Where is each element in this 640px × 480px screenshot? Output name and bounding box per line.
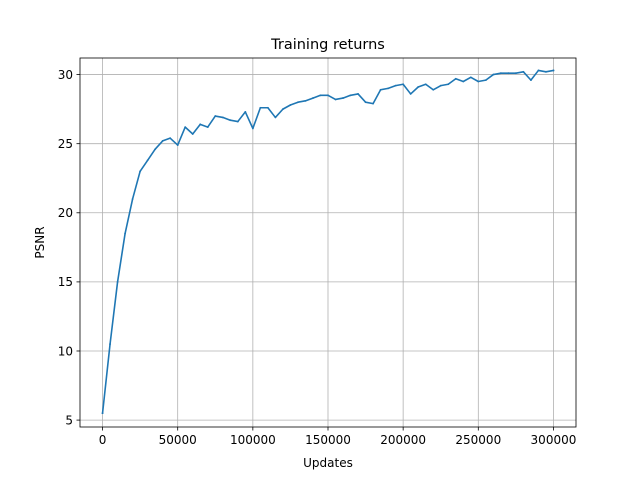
- data-point: [304, 99, 307, 102]
- data-point: [357, 93, 359, 95]
- data-point: [379, 88, 382, 91]
- data-point: [334, 98, 337, 101]
- data-point: [530, 79, 532, 82]
- data-point: [402, 83, 405, 86]
- data-point: [191, 133, 194, 135]
- data-point: [116, 280, 119, 283]
- data-point: [312, 97, 314, 99]
- x-tick-label: 150000: [305, 433, 351, 447]
- data-point: [251, 127, 254, 130]
- data-point: [484, 79, 487, 82]
- y-tick-label: 25: [58, 137, 73, 151]
- data-point: [297, 101, 299, 104]
- y-tick-label: 15: [58, 275, 73, 289]
- x-tick-label: 50000: [159, 433, 197, 447]
- x-axis-title: Updates: [303, 456, 353, 470]
- data-point: [124, 232, 126, 235]
- data-point: [364, 101, 367, 104]
- data-point: [424, 83, 427, 86]
- data-point: [236, 120, 239, 123]
- data-point: [101, 412, 104, 415]
- data-point: [514, 72, 517, 75]
- data-point: [206, 126, 209, 129]
- data-point: [417, 86, 420, 88]
- data-point: [244, 110, 247, 113]
- data-point: [274, 116, 277, 119]
- data-point: [229, 119, 232, 122]
- data-point: [349, 94, 352, 97]
- data-point: [409, 93, 412, 95]
- y-tick-label: 10: [58, 344, 73, 358]
- data-point: [447, 83, 450, 86]
- x-tick-label: 200000: [380, 433, 426, 447]
- x-tick-label: 250000: [455, 433, 501, 447]
- data-point: [507, 72, 510, 75]
- data-point: [469, 76, 472, 79]
- data-point: [522, 70, 525, 73]
- y-tick-label: 20: [58, 206, 73, 220]
- data-point: [146, 159, 149, 162]
- data-point: [289, 104, 292, 106]
- data-point: [214, 115, 217, 117]
- data-point: [499, 72, 502, 75]
- data-point: [342, 97, 344, 99]
- data-point: [327, 94, 329, 97]
- data-point: [154, 148, 157, 151]
- axis-ticks: 0 50000 100000 150000 200000 250000 300000 5 10 1…: [58, 68, 577, 447]
- data-point: [131, 198, 134, 200]
- data-point: [545, 70, 547, 73]
- data-point: [221, 116, 224, 119]
- x-tick-label: 0: [99, 433, 107, 447]
- x-tick-label: 300000: [531, 433, 577, 447]
- data-point: [372, 102, 374, 105]
- series-layer: [101, 69, 555, 415]
- data-point: [259, 106, 262, 109]
- data-point: [477, 80, 480, 83]
- data-point: [537, 69, 540, 72]
- data-point: [432, 88, 435, 91]
- data-point: [462, 80, 465, 83]
- data-point: [439, 84, 442, 87]
- chart-title: Training returns: [270, 37, 385, 53]
- grid: [80, 58, 576, 427]
- data-point: [282, 108, 284, 111]
- y-tick-label: 30: [58, 68, 73, 82]
- data-point: [169, 137, 172, 140]
- data-point: [176, 144, 179, 146]
- data-point: [319, 94, 322, 97]
- data-point: [139, 170, 142, 173]
- y-tick-label: 5: [65, 413, 73, 427]
- x-tick-label: 100000: [230, 433, 276, 447]
- y-axis-title: PSNR: [33, 226, 47, 258]
- data-point: [184, 126, 187, 129]
- data-point: [552, 69, 555, 72]
- data-point: [199, 123, 202, 126]
- data-point: [454, 77, 457, 80]
- data-point: [109, 343, 111, 345]
- data-point: [492, 73, 495, 76]
- data-point: [266, 106, 269, 109]
- data-point: [161, 140, 164, 142]
- data-point: [394, 84, 397, 87]
- data-point: [387, 87, 390, 90]
